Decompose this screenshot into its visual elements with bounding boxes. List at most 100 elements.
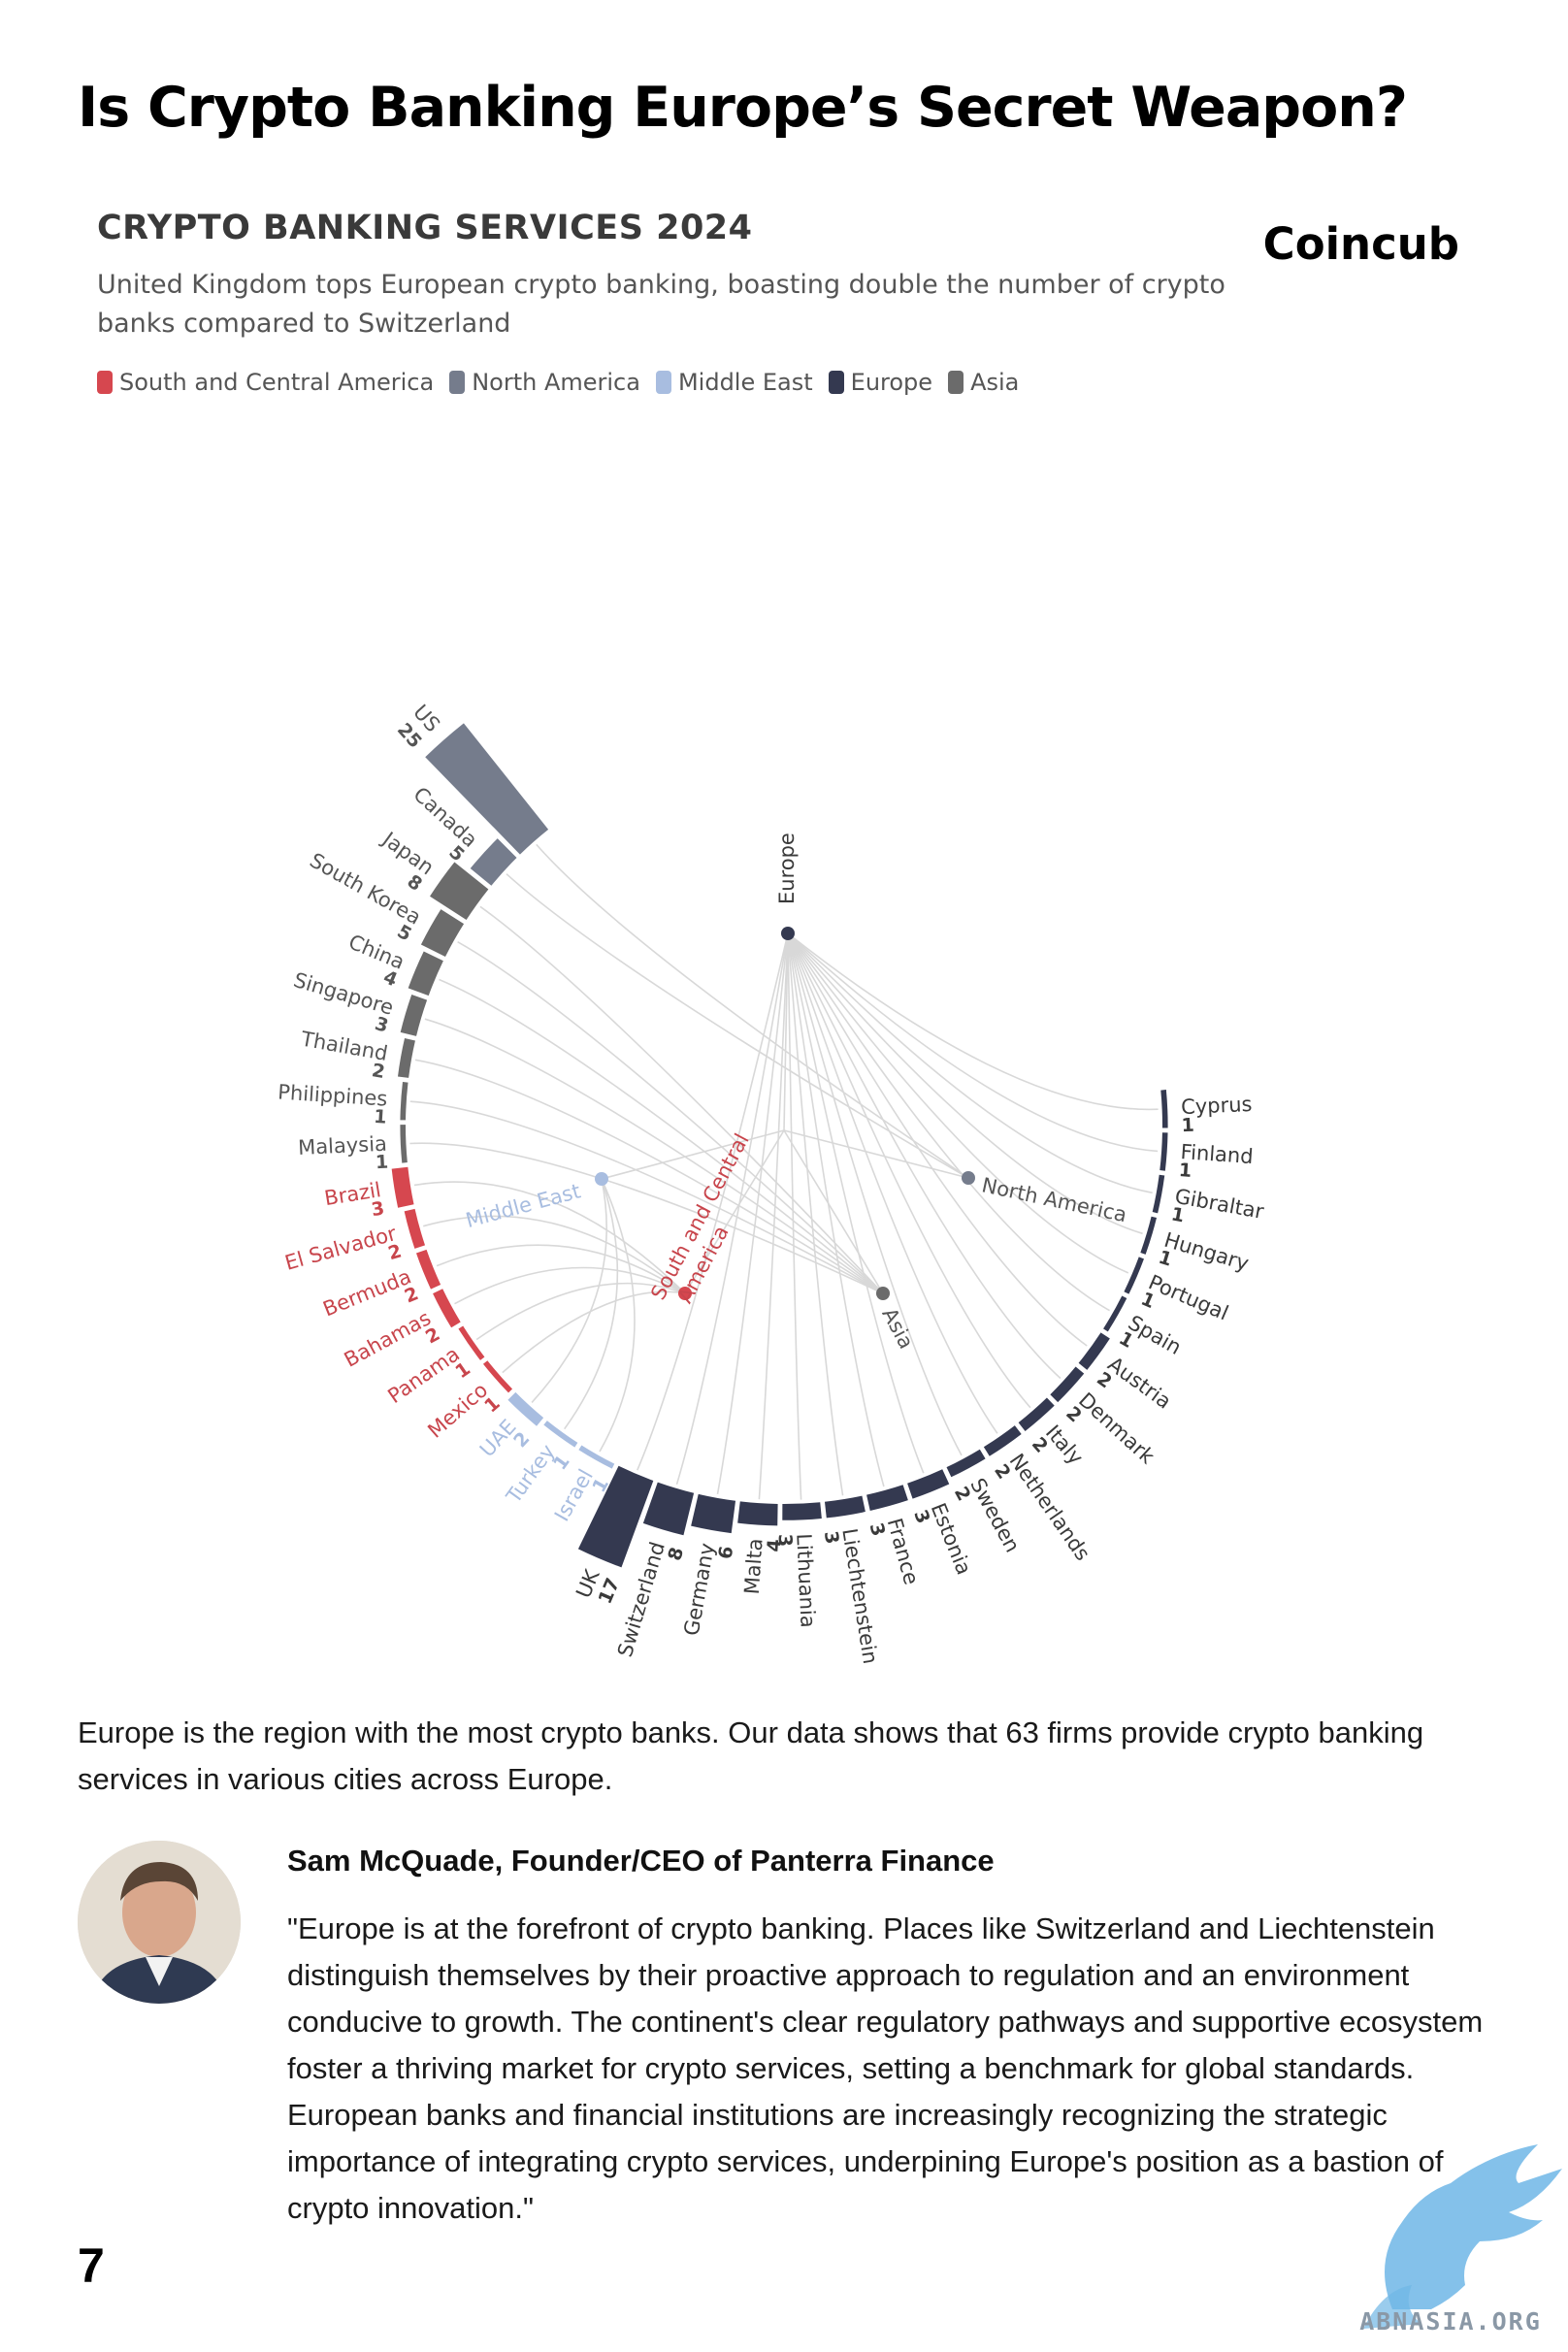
bar-israel bbox=[578, 1445, 615, 1469]
legend-label: North America bbox=[472, 369, 640, 396]
link-uk bbox=[637, 932, 789, 1471]
hub-dot-south-and-central-america bbox=[678, 1287, 692, 1300]
link-singapore bbox=[424, 1018, 884, 1294]
legend-swatch bbox=[828, 371, 844, 394]
legend-label: Europe bbox=[850, 369, 933, 396]
body-paragraph: Europe is the region with the most crypt… bbox=[78, 1715, 1424, 1796]
link-south-korea bbox=[457, 941, 884, 1294]
bar-bermuda bbox=[415, 1249, 441, 1290]
label-bermuda: Bermuda bbox=[320, 1264, 415, 1321]
value-liechtenstein: 3 bbox=[820, 1529, 843, 1546]
link-us bbox=[536, 843, 969, 1179]
bar-malta bbox=[737, 1501, 778, 1526]
link-portugal bbox=[787, 932, 1129, 1274]
bar-estonia bbox=[907, 1469, 950, 1499]
bar-netherlands bbox=[983, 1425, 1022, 1456]
link-philippines bbox=[409, 1100, 884, 1294]
quote-author: Sam McQuade, Founder/CEO of Panterra Fin… bbox=[287, 1844, 995, 1878]
bar-germany bbox=[691, 1493, 736, 1534]
quote-text: "Europe is at the forefront of crypto ba… bbox=[287, 1911, 1484, 2225]
bar-france bbox=[866, 1485, 908, 1512]
bar-uae bbox=[507, 1391, 544, 1426]
link-cyprus bbox=[787, 932, 1159, 1111]
label-cyprus: Cyprus bbox=[1181, 1093, 1253, 1119]
link-netherlands bbox=[787, 932, 998, 1434]
label-malaysia: Malaysia bbox=[298, 1132, 388, 1160]
hub-link-europe bbox=[783, 932, 789, 1131]
bar-portugal bbox=[1124, 1257, 1144, 1294]
link-gibraltar bbox=[787, 932, 1153, 1194]
link-sweden bbox=[787, 932, 963, 1456]
label-philippines: Philippines bbox=[278, 1080, 388, 1110]
value-estonia: 3 bbox=[909, 1507, 933, 1526]
bar-cyprus bbox=[1160, 1090, 1168, 1128]
bar-hungary bbox=[1140, 1216, 1158, 1255]
label-finland: Finland bbox=[1180, 1140, 1255, 1168]
link-switzerland bbox=[675, 932, 789, 1486]
value-malta: 4 bbox=[764, 1539, 786, 1553]
bar-canada bbox=[470, 838, 517, 886]
link-hungary bbox=[787, 932, 1143, 1235]
bar-liechtenstein bbox=[824, 1495, 866, 1519]
label-singapore: Singapore bbox=[291, 968, 396, 1020]
bar-turkey bbox=[543, 1421, 578, 1448]
watermark-text: ABNASIA.ORG bbox=[1359, 2307, 1542, 2336]
label-mexico: Mexico bbox=[423, 1378, 492, 1442]
value-malaysia: 1 bbox=[375, 1152, 388, 1174]
link-denmark bbox=[787, 932, 1062, 1380]
label-france: France bbox=[883, 1516, 924, 1587]
link-mexico bbox=[502, 1290, 686, 1374]
link-finland bbox=[787, 932, 1159, 1153]
hub-dot-middle-east bbox=[595, 1172, 608, 1186]
value-philippines: 1 bbox=[374, 1106, 388, 1128]
hub-label-asia: Asia bbox=[877, 1304, 918, 1353]
bar-denmark bbox=[1050, 1366, 1085, 1403]
bar-el-salvador bbox=[404, 1208, 426, 1249]
griffin-watermark-icon bbox=[1363, 2144, 1562, 2329]
legend-item-south-central-america: South and Central America bbox=[97, 369, 434, 396]
value-finland: 1 bbox=[1178, 1160, 1192, 1182]
label-el-salvador: El Salvador bbox=[282, 1222, 399, 1275]
value-cyprus: 1 bbox=[1181, 1115, 1194, 1137]
link-italy bbox=[787, 932, 1031, 1409]
link-brazil bbox=[413, 1181, 686, 1294]
chart-legend: South and Central America North America … bbox=[97, 369, 1019, 396]
bar-panama bbox=[458, 1325, 485, 1360]
chart-title: CRYPTO BANKING SERVICES 2024 bbox=[97, 209, 753, 247]
label-gibraltar: Gibraltar bbox=[1173, 1185, 1266, 1224]
page-number: 7 bbox=[78, 2238, 105, 2293]
legend-item-asia: Asia bbox=[948, 369, 1019, 396]
label-portugal: Portugal bbox=[1145, 1270, 1231, 1324]
bar-switzerland bbox=[642, 1482, 695, 1536]
bar-brazil bbox=[391, 1166, 414, 1208]
link-germany bbox=[716, 932, 789, 1495]
value-el-salvador: 2 bbox=[386, 1240, 405, 1264]
label-japan: Japan bbox=[376, 827, 438, 880]
value-france: 3 bbox=[866, 1520, 890, 1539]
value-bermuda: 2 bbox=[402, 1283, 422, 1307]
label-turkey: Turkey bbox=[502, 1440, 560, 1508]
legend-swatch bbox=[948, 371, 964, 394]
author-avatar bbox=[78, 1841, 241, 2004]
bar-gibraltar bbox=[1152, 1174, 1165, 1214]
link-thailand bbox=[414, 1059, 884, 1294]
legend-item-europe: Europe bbox=[828, 369, 933, 396]
page-title: Is Crypto Banking Europe’s Secret Weapon… bbox=[78, 76, 1408, 140]
radial-bar-chart: Cyprus1Finland1Gibraltar1Hungary1Portuga… bbox=[278, 701, 1266, 1666]
label-israel: Israel bbox=[550, 1465, 598, 1525]
value-singapore: 3 bbox=[373, 1013, 391, 1037]
bar-japan bbox=[430, 862, 489, 921]
label-panama: Panama bbox=[383, 1342, 464, 1408]
hub-label-middle-east: Middle East bbox=[463, 1179, 582, 1232]
legend-label: Asia bbox=[970, 369, 1020, 396]
value-spain: 1 bbox=[1115, 1327, 1136, 1353]
bar-uk bbox=[577, 1465, 654, 1568]
bar-bahamas bbox=[433, 1289, 461, 1328]
label-malta: Malta bbox=[740, 1538, 768, 1595]
chart-subtitle: United Kingdom tops European crypto bank… bbox=[97, 270, 1225, 339]
bar-singapore bbox=[400, 995, 428, 1036]
label-hungary: Hungary bbox=[1161, 1228, 1252, 1276]
link-turkey bbox=[564, 1178, 619, 1430]
bar-italy bbox=[1018, 1397, 1055, 1431]
link-bermuda bbox=[436, 1244, 686, 1294]
